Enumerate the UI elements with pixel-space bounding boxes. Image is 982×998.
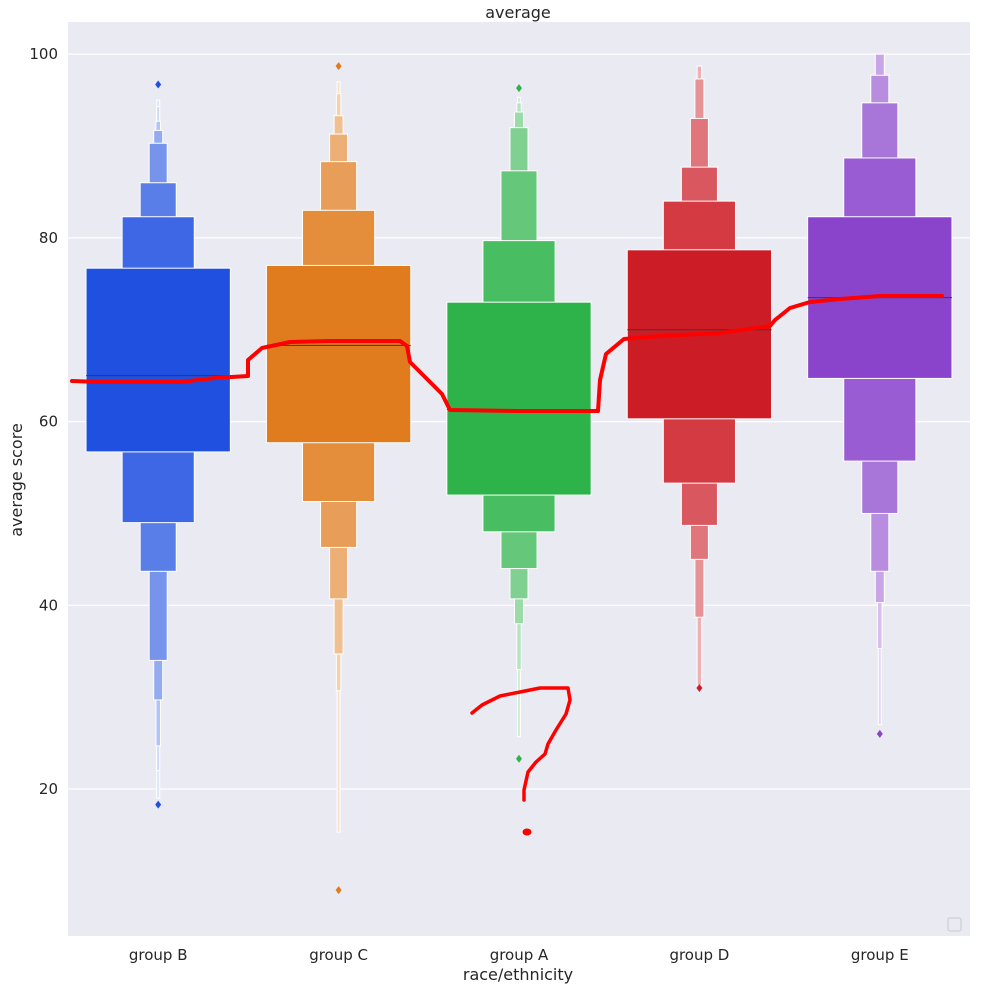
outlier-marker — [516, 84, 522, 93]
x-tick-label: group E — [851, 946, 909, 964]
y-tick-label: 100 — [29, 45, 58, 63]
outlier-marker — [876, 729, 883, 738]
boxen-group — [85, 80, 231, 809]
boxen-series — [85, 53, 953, 895]
outlier-marker — [335, 62, 342, 71]
y-tick-labels: 20 40 60 80 100 — [29, 45, 58, 798]
boxen-level — [85, 267, 231, 453]
outlier-marker — [696, 683, 703, 692]
outlier-marker — [335, 886, 342, 895]
boxen-group — [626, 65, 773, 692]
empty-legend-box — [947, 917, 962, 932]
boxen-group — [446, 84, 592, 763]
x-tick-label: group C — [309, 946, 368, 964]
x-tick-label: group B — [129, 946, 188, 964]
chart-title: average — [485, 3, 551, 22]
outlier-marker — [155, 80, 162, 89]
y-tick-label: 20 — [39, 780, 58, 798]
y-axis-label: average score — [7, 423, 26, 537]
x-axis-label: race/ethnicity — [463, 965, 573, 984]
x-tick-labels: group B group C group A group D group E — [129, 946, 909, 964]
boxen-level — [265, 264, 412, 444]
x-tick-label: group D — [669, 946, 729, 964]
hand-drawn-annotation — [70, 294, 944, 836]
outlier-marker — [516, 754, 522, 763]
question-mark-dot — [522, 828, 532, 836]
boxen-level — [446, 301, 592, 496]
outlier-marker — [155, 800, 162, 809]
question-mark-stroke — [470, 686, 572, 802]
red-trend-line — [70, 294, 944, 413]
boxen-group — [265, 62, 412, 895]
y-tick-label: 60 — [39, 413, 58, 431]
y-tick-label: 40 — [39, 596, 58, 614]
y-tick-label: 80 — [39, 229, 58, 247]
x-tick-label: group A — [490, 946, 549, 964]
